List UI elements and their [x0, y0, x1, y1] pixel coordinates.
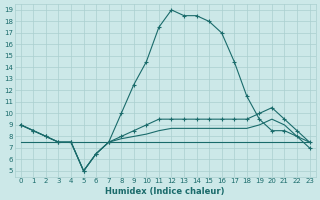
- X-axis label: Humidex (Indice chaleur): Humidex (Indice chaleur): [106, 187, 225, 196]
